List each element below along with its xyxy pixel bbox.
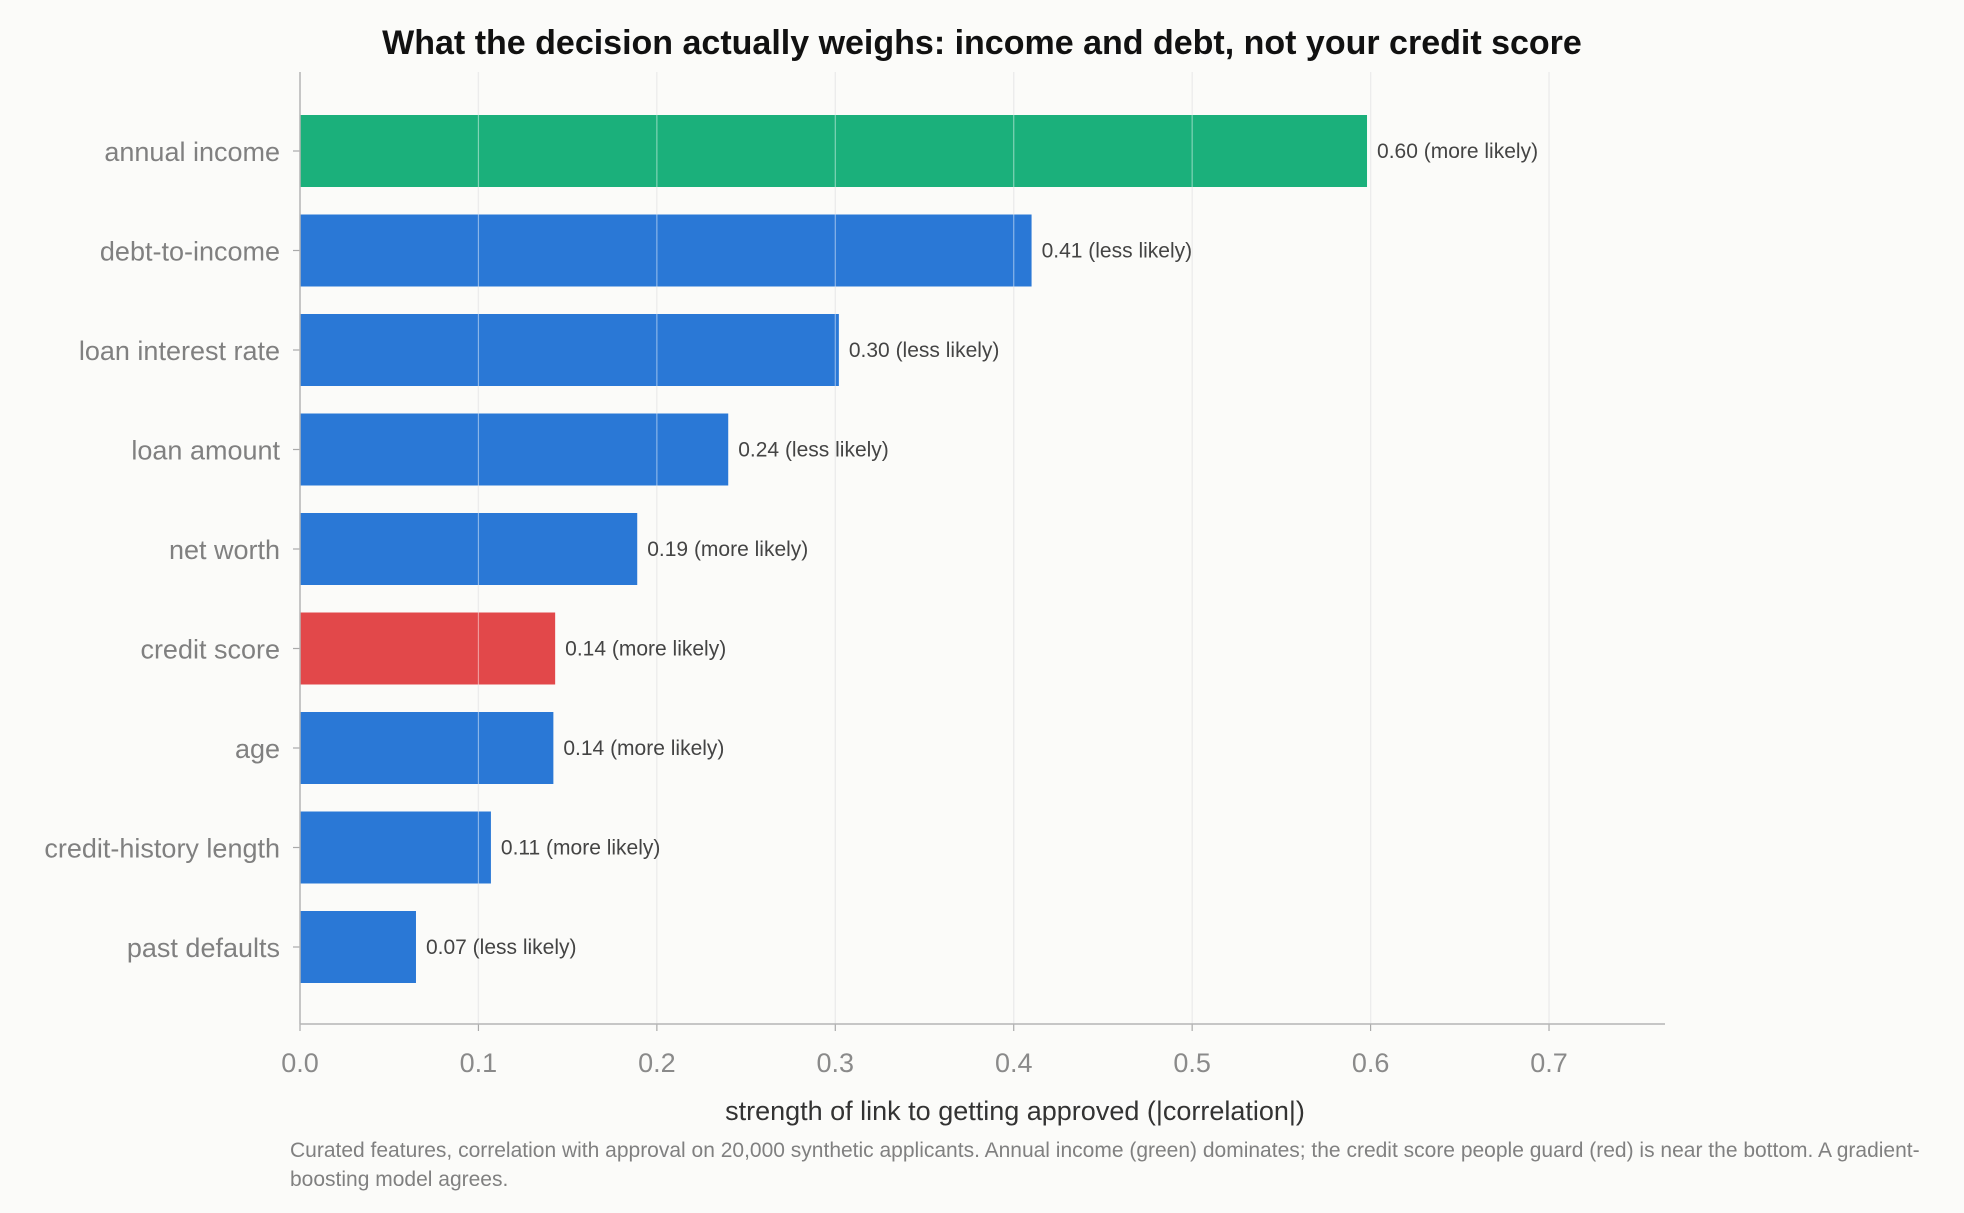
bar (300, 712, 554, 784)
bar (300, 811, 491, 884)
value-label: 0.24 (less likely) (738, 439, 889, 462)
bar (300, 513, 638, 585)
category-label: loan interest rate (79, 336, 280, 366)
category-label: credit-history length (44, 834, 280, 864)
value-label: 0.30 (less likely) (849, 339, 1000, 362)
x-axis-label: strength of link to getting approved (|c… (725, 1096, 1305, 1126)
value-label: 0.11 (more likely) (501, 837, 661, 860)
category-label: credit score (140, 635, 280, 665)
category-label: past defaults (127, 933, 280, 963)
value-label: 0.19 (more likely) (647, 538, 808, 561)
value-label: 0.41 (less likely) (1042, 240, 1193, 263)
value-label: 0.14 (more likely) (563, 737, 724, 760)
bar (300, 413, 729, 486)
value-label: 0.60 (more likely) (1377, 140, 1538, 163)
axes (293, 72, 1665, 1031)
x-tick-label: 0.6 (1352, 1048, 1390, 1078)
x-tick-label: 0.5 (1173, 1048, 1211, 1078)
x-tick-label: 0.3 (817, 1048, 855, 1078)
bar (300, 214, 1032, 287)
category-label: net worth (169, 535, 280, 565)
chart-title: What the decision actually weighs: incom… (382, 24, 1582, 62)
category-label: age (235, 734, 280, 764)
category-label: loan amount (131, 436, 280, 466)
bar (300, 911, 416, 983)
labels: 0.0 0.1 0.2 0.3 0.4 0.5 0.6 0.7 annual income 0.6… (44, 137, 1567, 1078)
value-label: 0.14 (more likely) (565, 638, 726, 661)
x-tick-label: 0.7 (1530, 1048, 1568, 1078)
bars (300, 115, 1368, 983)
x-tick-label: 0.0 (281, 1048, 319, 1078)
bar (300, 314, 839, 386)
bar (300, 612, 556, 685)
category-label: annual income (104, 137, 280, 167)
x-tick-label: 0.1 (460, 1048, 498, 1078)
x-tick-label: 0.2 (638, 1048, 676, 1078)
chart-caption: Curated features, correlation with appro… (290, 1139, 1920, 1191)
category-label: debt-to-income (100, 237, 280, 267)
x-tick-label: 0.4 (995, 1048, 1033, 1078)
bar (300, 115, 1368, 187)
value-label: 0.07 (less likely) (426, 936, 577, 959)
gridlines-overlay (477, 72, 1550, 1024)
